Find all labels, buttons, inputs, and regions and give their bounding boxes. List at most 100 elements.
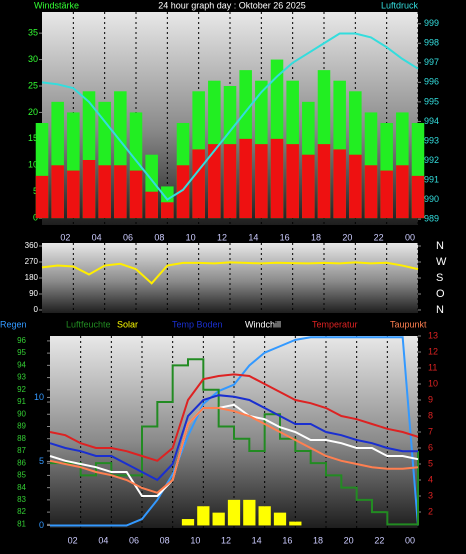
y2-tick-label: 5: [428, 458, 433, 468]
bar: [411, 175, 425, 219]
bar: [227, 499, 241, 526]
y-tick-label: 81: [17, 519, 26, 528]
y-tick-label: 270: [25, 257, 39, 266]
series-line: [50, 336, 419, 527]
y-tick-label: 180: [25, 273, 39, 282]
y-tick-label: 0: [34, 305, 39, 314]
y2-tick-label: 10: [428, 378, 438, 388]
y-tick-label: 10: [28, 160, 38, 170]
bar: [114, 165, 127, 219]
y2-tick-label: O: [436, 288, 445, 300]
bar: [161, 202, 174, 219]
bar: [51, 165, 64, 219]
panel: 02 04 06 08 10 12 14 16 18 20 22 000510152025303598…: [28, 12, 439, 242]
y2-tick-label: 993: [424, 135, 439, 145]
y-tick-label: 30: [28, 54, 38, 64]
series-line: [50, 358, 419, 526]
left-axis-title: Windstärke: [34, 0, 79, 10]
y-tick-label: 92: [17, 385, 26, 394]
bar: [98, 165, 111, 219]
legend-label: Solar: [117, 319, 138, 329]
y2-tick-label: 990: [424, 194, 439, 204]
y2-tick-label: 9: [428, 394, 433, 404]
y2-tick-label: S: [436, 272, 443, 284]
y2-tick-label: 4: [428, 474, 433, 484]
series-line: [49, 403, 419, 497]
y-tick-label: 25: [28, 80, 38, 90]
y-tick-label: 94: [17, 360, 26, 369]
y2-tick-label: 2: [428, 506, 433, 516]
bar: [212, 512, 225, 526]
x-tick-label: 06: [129, 535, 139, 545]
y2-tick-label: N: [436, 304, 444, 316]
x-tick-label: 18: [311, 232, 321, 242]
y-tick-label: 95: [17, 348, 26, 357]
bar: [349, 154, 362, 219]
x-tick-label: 20: [342, 232, 352, 242]
y2-tick-label: 12: [428, 346, 438, 356]
series-line: [49, 407, 419, 494]
x-tick-label: 04: [98, 535, 108, 545]
panel: 02 04 06 08 10 12 14 16 18 20 22 008182838485868788…: [0, 319, 438, 545]
bar: [270, 138, 284, 219]
bar: [145, 191, 158, 219]
y2-tick-label: 994: [424, 116, 439, 126]
y-tick-label: 35: [28, 28, 38, 38]
x-tick-label: 04: [92, 232, 102, 242]
series-line: [49, 394, 418, 482]
y2-tick-label: 13: [428, 330, 438, 340]
y2-tick-label: 3: [428, 490, 433, 500]
y2-tick-label: N: [436, 240, 444, 252]
bar: [289, 521, 302, 526]
x-tick-label: 08: [154, 232, 164, 242]
x-tick-label: 10: [186, 232, 196, 242]
legend-label: Luftfeuchte: [66, 319, 111, 329]
bar: [380, 170, 393, 219]
y2-tick-label: 6: [428, 442, 433, 452]
y2-tick-label: 997: [424, 57, 439, 67]
y-tick-label: 15: [28, 133, 38, 143]
y-tick-label: 91: [17, 397, 26, 406]
y-tick-label: 88: [17, 434, 26, 443]
x-tick-label: 12: [221, 535, 231, 545]
x-tick-label: 14: [252, 535, 262, 545]
y-tick-label: 89: [17, 422, 26, 431]
x-tick-label: 10: [190, 535, 200, 545]
y-tick-label: 87: [17, 446, 26, 455]
chart-title: 24 hour graph day : Oktober 26 2025: [158, 0, 306, 10]
y-tick-label: 90: [29, 289, 38, 298]
bar: [197, 506, 210, 526]
bar: [273, 512, 287, 526]
x-tick-label: 22: [374, 535, 384, 545]
y2-tick-label: W: [436, 256, 447, 268]
bar: [176, 165, 190, 219]
series-line: [49, 373, 419, 462]
bar: [364, 165, 378, 219]
bar: [239, 138, 252, 219]
y2-tick-label: 989: [424, 214, 439, 224]
x-tick-label: 12: [217, 232, 227, 242]
bar: [129, 170, 143, 219]
legend-label: Taupunkt: [390, 319, 427, 329]
y-tick-label: 93: [17, 373, 26, 382]
y-tick-label: 82: [17, 507, 26, 516]
y2-tick-label: 11: [428, 362, 437, 372]
x-tick-label: 00: [405, 535, 415, 545]
bar: [286, 144, 299, 219]
x-tick-label: 16: [282, 535, 292, 545]
bar: [255, 144, 268, 219]
bar: [208, 144, 221, 219]
y-tick-label: 85: [17, 471, 26, 480]
series-line: [41, 32, 419, 201]
x-tick-label: 02: [68, 535, 78, 545]
bar: [258, 506, 271, 526]
y2-tick-label: 8: [428, 410, 433, 420]
bar: [223, 144, 237, 219]
right-axis-title: Luftdruck: [381, 0, 419, 10]
y-tick-label: 360: [25, 241, 39, 250]
x-tick-label: 06: [123, 232, 133, 242]
bar: [181, 519, 195, 526]
legend-label: Windchill: [245, 319, 281, 329]
y-tick-label: 0: [33, 213, 38, 223]
